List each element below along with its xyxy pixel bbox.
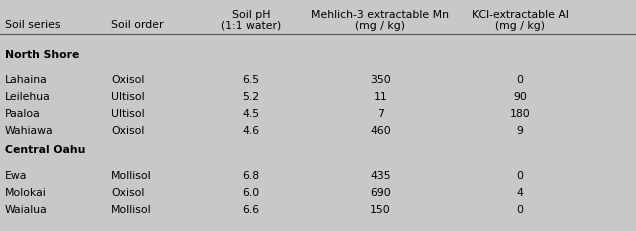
- Text: 0: 0: [516, 75, 524, 85]
- Text: 150: 150: [370, 205, 391, 215]
- Text: Soil pH: Soil pH: [232, 10, 270, 20]
- Text: 435: 435: [370, 171, 391, 181]
- Text: 690: 690: [370, 188, 391, 198]
- Text: 4.5: 4.5: [243, 109, 259, 119]
- Text: Waialua: Waialua: [5, 205, 48, 215]
- Text: Ewa: Ewa: [5, 171, 27, 181]
- Text: North Shore: North Shore: [5, 50, 79, 60]
- Text: 6.6: 6.6: [243, 205, 259, 215]
- Text: Oxisol: Oxisol: [111, 75, 144, 85]
- Text: 9: 9: [517, 126, 523, 136]
- Text: Ultisol: Ultisol: [111, 92, 145, 102]
- Text: 6.8: 6.8: [243, 171, 259, 181]
- Text: Central Oahu: Central Oahu: [5, 145, 85, 155]
- Text: Mollisol: Mollisol: [111, 171, 152, 181]
- Text: 11: 11: [373, 92, 387, 102]
- Text: Oxisol: Oxisol: [111, 188, 144, 198]
- Text: Oxisol: Oxisol: [111, 126, 144, 136]
- Text: Mollisol: Mollisol: [111, 205, 152, 215]
- Text: (mg / kg): (mg / kg): [356, 21, 405, 31]
- Text: Molokai: Molokai: [5, 188, 47, 198]
- Text: Wahiawa: Wahiawa: [5, 126, 53, 136]
- Text: 350: 350: [370, 75, 391, 85]
- Text: 180: 180: [510, 109, 530, 119]
- Text: Paaloa: Paaloa: [5, 109, 41, 119]
- Text: (mg / kg): (mg / kg): [495, 21, 545, 31]
- Text: Soil order: Soil order: [111, 20, 164, 30]
- Text: Mehlich-3 extractable Mn: Mehlich-3 extractable Mn: [312, 10, 449, 20]
- Text: 0: 0: [516, 205, 524, 215]
- Text: 4: 4: [517, 188, 523, 198]
- Text: 7: 7: [377, 109, 384, 119]
- Text: 6.0: 6.0: [242, 188, 260, 198]
- Text: 5.2: 5.2: [243, 92, 259, 102]
- Text: 4.6: 4.6: [243, 126, 259, 136]
- Text: KCl-extractable Al: KCl-extractable Al: [472, 10, 569, 20]
- Text: Lahaina: Lahaina: [5, 75, 48, 85]
- Text: 6.5: 6.5: [243, 75, 259, 85]
- Text: Ultisol: Ultisol: [111, 109, 145, 119]
- Text: Leilehua: Leilehua: [5, 92, 51, 102]
- Text: Soil series: Soil series: [5, 20, 60, 30]
- Text: 0: 0: [516, 171, 524, 181]
- Text: (1:1 water): (1:1 water): [221, 21, 281, 31]
- Text: 90: 90: [513, 92, 527, 102]
- Text: 460: 460: [370, 126, 391, 136]
